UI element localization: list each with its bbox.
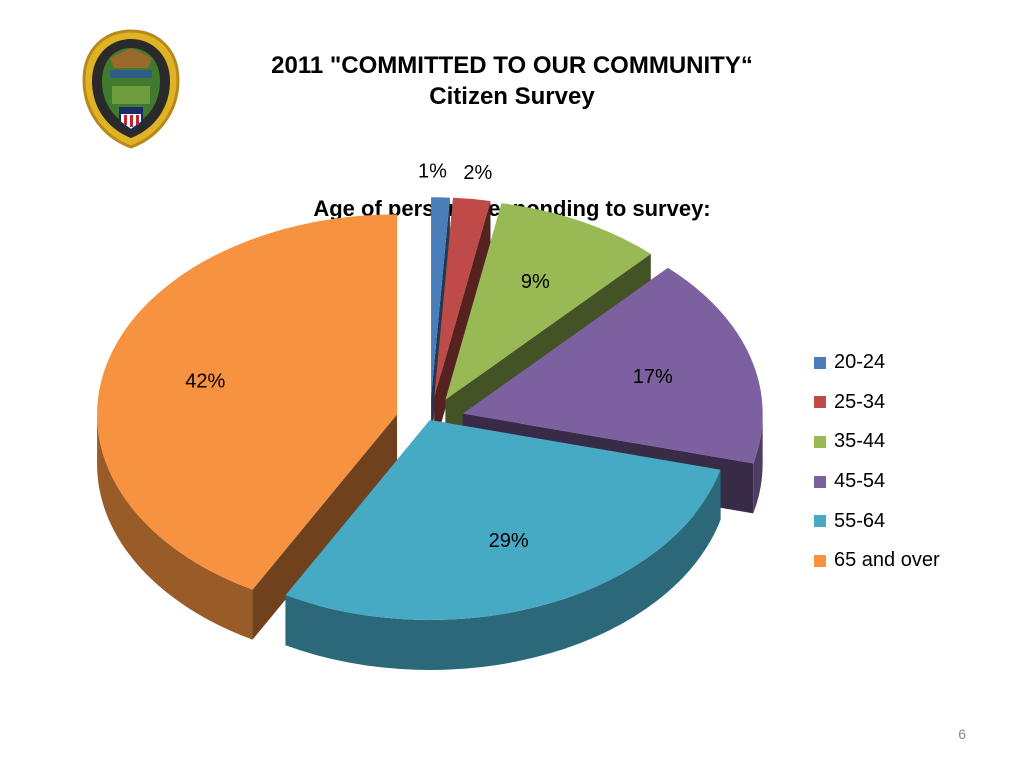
- page-number: 6: [958, 726, 966, 742]
- data-label-55-64: 29%: [489, 530, 529, 552]
- legend-item-20-24: 20-24: [814, 343, 940, 383]
- data-label-45-54: 17%: [633, 366, 673, 388]
- data-label-20-24: 1%: [418, 160, 447, 182]
- data-label-25-34: 2%: [463, 162, 492, 184]
- legend-label-35-44: 35-44: [834, 430, 886, 453]
- legend-swatch-35-44: [814, 435, 826, 448]
- legend-label-20-24: 20-24: [834, 351, 886, 374]
- pie-slice-55-64: [285, 420, 721, 671]
- legend-item-55-64: 55-64: [814, 501, 940, 541]
- pie-slice-65-and-over: [97, 214, 398, 640]
- police-badge-logo: [82, 29, 180, 149]
- legend-label-65-and-over: 65 and over: [834, 549, 940, 572]
- legend-item-65-and-over: 65 and over: [814, 541, 940, 581]
- legend-label-55-64: 55-64: [834, 509, 886, 532]
- legend-label-45-54: 45-54: [834, 470, 886, 493]
- data-label-65-and-over: 42%: [185, 371, 225, 393]
- legend-swatch-65-and-over: [814, 554, 826, 567]
- slide-title-line-2: Citizen Survey: [429, 83, 595, 110]
- slide-title: 2011 "COMMITTED TO OUR COMMUNITY“ Citize…: [200, 50, 824, 112]
- legend-swatch-45-54: [814, 475, 826, 488]
- legend-swatch-55-64: [814, 515, 826, 528]
- legend-item-25-34: 25-34: [814, 383, 940, 423]
- slide-title-line-1: 2011 "COMMITTED TO OUR COMMUNITY“: [271, 52, 753, 79]
- legend-label-25-34: 25-34: [834, 390, 886, 413]
- legend-item-45-54: 45-54: [814, 462, 940, 502]
- pie-slice-25-34: [434, 197, 491, 448]
- legend-swatch-25-34: [814, 396, 826, 409]
- data-label-35-44: 9%: [521, 271, 550, 293]
- legend-swatch-20-24: [814, 356, 826, 369]
- legend-item-35-44: 35-44: [814, 422, 940, 462]
- chart-legend: 20-24 25-34 35-44 45-54 55-64 65 and over: [814, 343, 940, 581]
